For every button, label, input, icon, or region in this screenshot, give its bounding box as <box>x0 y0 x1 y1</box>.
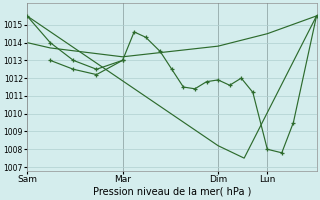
X-axis label: Pression niveau de la mer( hPa ): Pression niveau de la mer( hPa ) <box>92 187 251 197</box>
